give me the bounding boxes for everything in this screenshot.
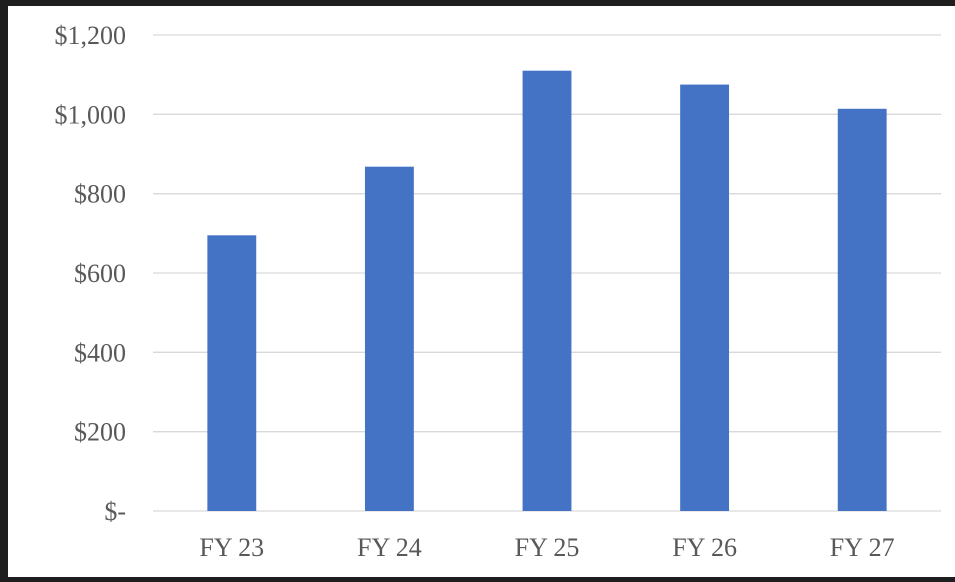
x-axis-ticks: FY 23 FY 24 FY 25 FY 26 FY 27 (199, 533, 894, 562)
y-tick-label: $1,200 (55, 21, 127, 50)
x-tick-label: FY 26 (672, 533, 737, 562)
y-tick-label: $800 (74, 180, 126, 209)
x-tick-label: FY 25 (515, 533, 580, 562)
y-axis-ticks: $- $200 $400 $600 $800 $1,000 $1,200 (55, 21, 127, 526)
y-tick-label: $200 (74, 418, 126, 447)
bars (207, 70, 887, 512)
chart-area: $- $200 $400 $600 $800 $1,000 $1,200 FY 23 FY 2… (8, 6, 955, 577)
x-tick-label: FY 23 (199, 533, 264, 562)
bar-fy-23 (207, 235, 257, 512)
bar-fy-26 (680, 84, 730, 511)
y-tick-label: $- (104, 497, 126, 526)
bar-fy-27 (837, 108, 887, 511)
y-tick-label: $400 (74, 338, 126, 367)
x-tick-label: FY 24 (357, 533, 422, 562)
bar-fy-25 (522, 70, 572, 511)
bar-chart: $-$200$400$600$800$1,000$1,200 FY 23 FY 2… (55, 21, 941, 562)
y-tick-label: $1,000 (55, 100, 127, 129)
x-tick-label: FY 27 (830, 533, 895, 562)
bar-fy-24 (364, 166, 414, 511)
y-tick-label: $600 (74, 259, 126, 288)
